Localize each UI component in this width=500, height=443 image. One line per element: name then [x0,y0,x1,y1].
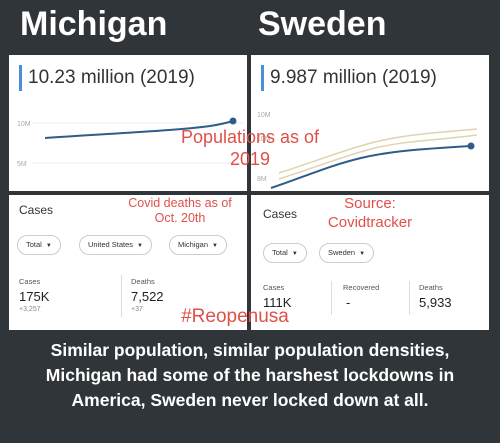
michigan-cases-title: Cases [19,203,54,217]
stat-divider [409,281,410,315]
michigan-title: Michigan [20,5,168,43]
sweden-cases-title: Cases [263,207,298,221]
filter-total[interactable]: Total ▼ [263,243,307,263]
sweden-title: Sweden [258,5,387,43]
populations-annotation: Populations as of 2019 [150,126,350,170]
filter-total-label: Total [26,240,42,249]
filter-state[interactable]: Michigan ▼ [169,235,227,255]
comparison-line-upper [278,128,478,174]
comparison-line-lower [278,134,478,180]
populations-annotation-line1: Populations as of [180,127,320,147]
michigan-population-panel: 10.23 million (2019) 10M 5M [9,55,247,191]
tick-label-mid: 10M [257,136,271,143]
stat-divider [331,281,332,315]
cases-value: 175K [19,289,50,304]
deaths-label: Deaths [131,277,155,286]
filter-total[interactable]: Total ▼ [17,235,61,255]
deaths-value: 7,522 [131,289,164,304]
source-annotation: Source: Covidtracker [300,194,440,232]
deaths-annotation-line1: Covid deaths as of [128,196,232,210]
filter-total-label: Total [272,248,288,257]
tick-label-5m: 5M [17,161,27,168]
cases-label: Cases [19,277,41,286]
sweden-population-value: 9.987 million (2019) [261,65,437,91]
deaths-label: Deaths [419,283,443,292]
cases-delta: +3,257 [19,306,41,313]
recovered-value: - [346,295,351,310]
recovered-label: Recovered [343,283,380,292]
stat-divider [121,275,122,317]
sweden-population-line [270,145,472,189]
caption: Similar population, similar population d… [45,340,455,410]
cases-value: 111K [263,295,292,310]
deaths-date-annotation: Covid deaths as of Oct. 20th [110,196,250,226]
sweden-cases-panel: Cases Total ▼ Sweden ▼ Cases 111K Recovere… [251,195,489,330]
dropdown-caret-icon: ▼ [359,251,366,257]
filter-country[interactable]: Sweden ▼ [319,243,375,263]
filter-country-label: United States [88,240,134,249]
filter-country[interactable]: United States ▼ [79,235,152,255]
michigan-population-line [44,120,234,139]
michigan-cases-panel: Cases Total ▼ United States ▼ Michigan ▼ Ca… [9,195,247,330]
michigan-population-chart: 10M 5M [17,117,243,168]
deaths-value: 5,933 [419,295,452,310]
hashtag-annotation: #Reopenusa [181,306,289,327]
tick-label-10m: 10M [17,121,31,128]
source-annotation-line1: Source: [344,195,396,212]
tick-label-bottom: 8M [257,176,267,183]
populations-annotation-line2: 2019 [229,149,271,169]
michigan-population-value: 10.23 million (2019) [19,65,195,91]
dropdown-caret-icon: ▼ [291,251,298,257]
dropdown-caret-icon: ▼ [137,243,143,249]
filter-state-label: Michigan [178,240,209,249]
cases-label: Cases [263,283,285,292]
sweden-population-chart: 10M 10M 8M [257,112,478,189]
filter-country-label: Sweden [328,248,356,257]
dropdown-caret-icon: ▼ [212,243,218,249]
michigan-line-end-point [229,117,237,125]
sweden-line-end-point [467,142,475,150]
sweden-population-panel: 9.987 million (2019) 10M 10M 8M [251,55,489,191]
deaths-annotation-line2: Oct. 20th [154,211,206,225]
source-annotation-line2: Covidtracker [327,214,413,231]
deaths-delta: +37 [131,306,143,313]
tick-label-top: 10M [257,112,271,119]
dropdown-caret-icon: ▼ [45,243,52,249]
